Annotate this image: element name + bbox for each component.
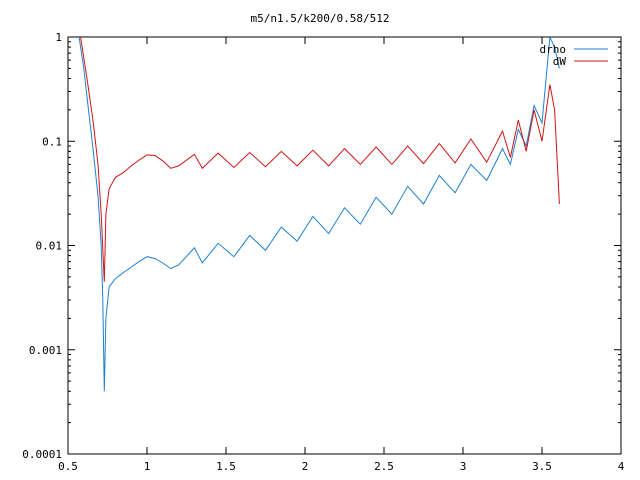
legend-label-drho: drho [540, 43, 567, 56]
y-tick-label: 0.0001 [22, 448, 62, 461]
y-tick-label: 0.1 [42, 135, 62, 148]
x-tick-label: 4 [618, 460, 625, 473]
x-tick-label: 3 [460, 460, 467, 473]
y-tick-label: 0.01 [36, 240, 63, 253]
series-group [78, 37, 560, 392]
x-tick-label: 1 [144, 460, 151, 473]
x-tick-label: 0.5 [58, 460, 78, 473]
x-tick-label: 3.5 [532, 460, 552, 473]
y-tick-label: 1 [55, 31, 62, 44]
y-tick-label: 0.001 [29, 344, 62, 357]
series-line-drho [78, 37, 560, 392]
x-tick-label: 2 [302, 460, 309, 473]
legend-label-dW: dW [553, 55, 567, 68]
x-tick-label: 1.5 [216, 460, 236, 473]
chart-title: m5/n1.5/k200/0.58/512 [250, 12, 389, 25]
axis-ticks: 0.5 1 1.5 2 2.5 3 3.5 4 0.0001 0.001 0.01 0.1 1 [22, 31, 624, 473]
plot-frame [67, 36, 622, 455]
series-line-dW [80, 37, 560, 282]
x-tick-label: 2.5 [374, 460, 394, 473]
